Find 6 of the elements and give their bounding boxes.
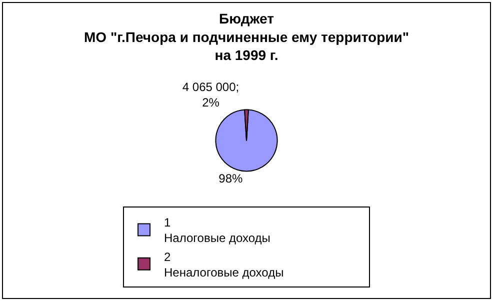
legend-label: 1 Налоговые доходы — [164, 216, 270, 246]
pie-slice — [215, 109, 278, 172]
chart-title: Бюджет МО "г.Печора и подчиненные ему территории" на 1999 г. — [84, 10, 409, 64]
data-label: 4 065 000; 2% — [182, 80, 240, 110]
legend-label: 2 Неналоговые доходы — [164, 250, 284, 280]
data-label: 98% — [218, 171, 243, 186]
